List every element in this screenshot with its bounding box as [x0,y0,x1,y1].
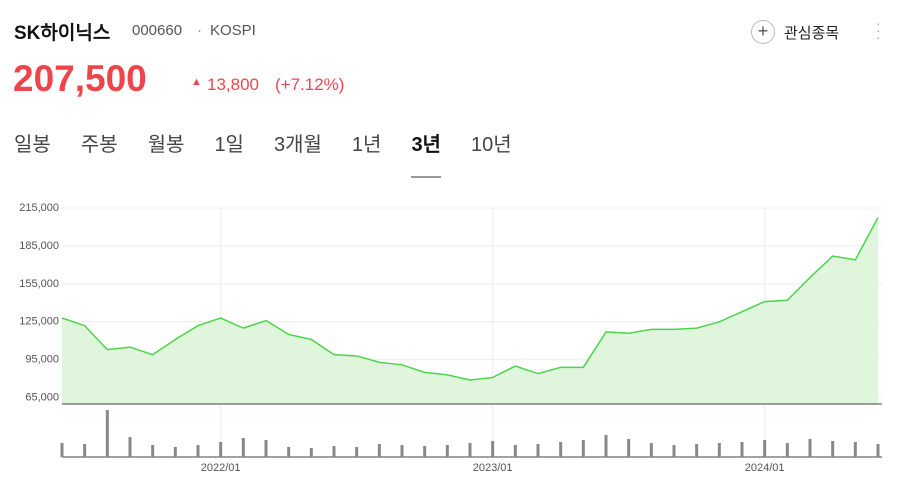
separator: · [197,22,202,39]
volume-bar [649,443,653,457]
x-tick-label: 2024/01 [745,462,785,474]
volume-bar [763,440,767,457]
volume-bar [513,445,517,457]
period-tab[interactable]: 1일 [214,134,244,156]
y-tick-label: 155,000 [19,278,59,290]
volume-bar [400,445,404,457]
period-tabs: 일봉 주봉 월봉 1일 3개월 1년 3년 10년 [14,130,512,178]
stock-name: SK하이닉스 [14,23,111,44]
volume-bar [264,440,268,457]
volume-bar [423,446,427,457]
volume-bar [60,443,64,457]
watch-button[interactable]: 관심종목 [784,25,840,42]
y-tick-label: 185,000 [19,240,59,252]
up-arrow: ▲ [191,76,202,88]
volume-bar [491,441,495,457]
volume-bar [468,443,472,457]
stock-code: 000660 [132,22,183,39]
market: KOSPI [210,22,256,39]
volume-bar [309,448,313,457]
volume-bar [355,447,359,457]
volume-bar [332,446,336,457]
volume-bar [876,444,880,457]
volume-bar [831,441,835,457]
volume-bar [287,447,291,457]
volume-bar [604,435,608,457]
volume-bar [445,445,449,457]
period-tab[interactable]: 일봉 [14,134,51,156]
period-tab[interactable]: 1년 [351,134,382,156]
price-line [61,217,879,381]
area [62,217,878,404]
period-tab[interactable]: 주봉 [80,134,118,156]
price: 207,500 [13,58,147,99]
volume-bar [128,437,132,457]
volume-bar [627,439,631,457]
volume-bar [196,445,200,457]
volume-bar [377,444,381,457]
volume-bar [241,438,245,457]
watch-icon[interactable]: + [751,20,775,44]
volume-bar [717,443,721,457]
volume-bar [536,444,540,457]
volume-bar [853,442,857,457]
volume-bar [151,445,155,457]
volume-bar [219,442,223,457]
volume-bar [695,444,699,457]
y-tick-label: 125,000 [19,316,59,328]
change: 13,800 [207,75,259,94]
period-tab[interactable]: 10년 [470,134,512,156]
volume-bar [785,443,789,457]
y-tick-label: 95,000 [25,354,59,366]
volume-bar [740,442,744,457]
period-tab[interactable]: 3개월 [273,134,322,156]
more-menu[interactable]: · · · [876,15,881,45]
volume-bar [672,445,676,457]
volume-bar [559,442,563,457]
y-tick-label: 215,000 [19,202,59,214]
period-tab[interactable]: 월봉 [147,134,185,156]
x-tick-label: 2022/01 [201,462,241,474]
period-tab[interactable]: 3년 [411,130,441,178]
x-tick-label: 2023/01 [473,462,513,474]
volume-bar [173,447,177,457]
volume-bar [105,410,109,457]
volume-bar [808,439,812,457]
change-pct: (+7.12%) [275,75,345,94]
volume-bar [581,440,585,457]
y-tick-label: 65,000 [25,392,59,404]
volume-bar [83,444,87,457]
